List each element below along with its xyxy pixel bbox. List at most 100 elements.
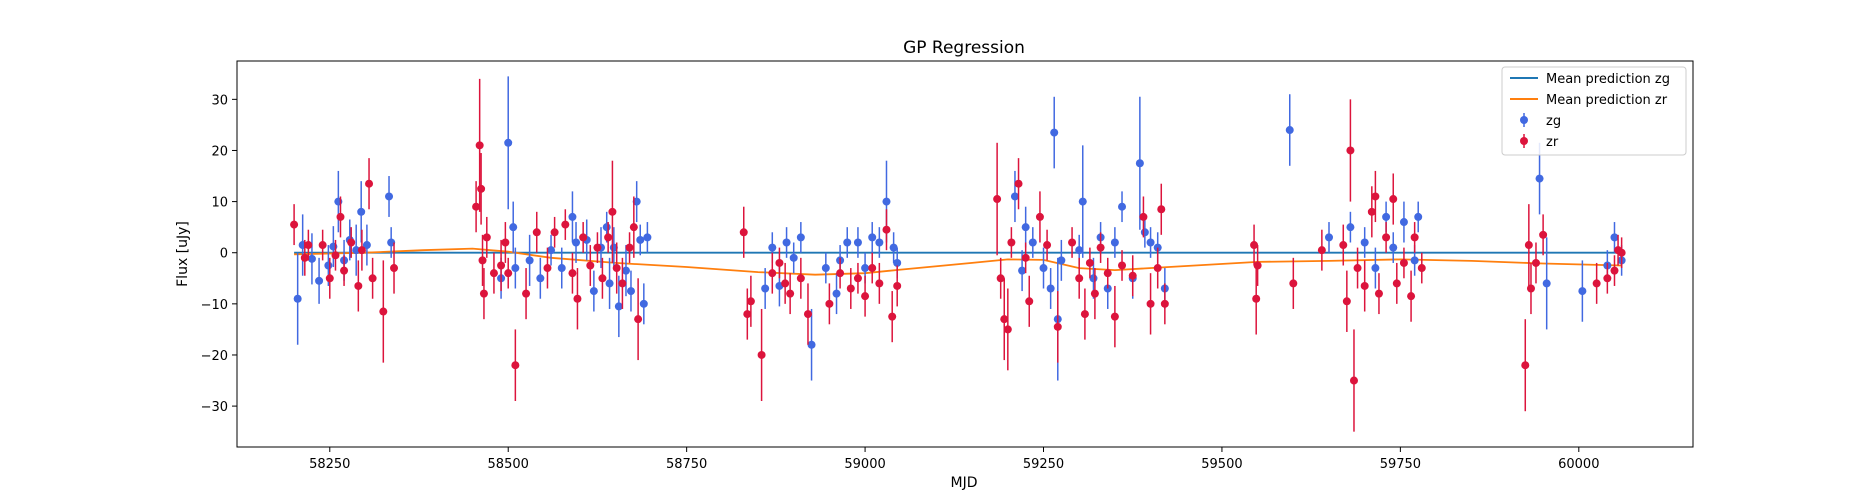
data-point-zg [1285,94,1294,166]
marker-zr [739,228,748,237]
marker-zg [782,238,791,247]
marker-zg [626,287,635,296]
data-point-zg [1028,227,1037,258]
data-point-zg [1360,227,1369,258]
marker-zr [598,274,607,283]
marker-zg [1610,233,1619,242]
marker-zg [1050,128,1059,137]
marker-zr [1617,248,1626,257]
data-point-zr [1289,257,1298,309]
marker-zg [1021,223,1030,232]
marker-zr [340,266,349,275]
x-tick-label: 58750 [666,457,707,472]
marker-zr [504,269,513,278]
data-point-zr [1043,229,1052,261]
marker-zr [543,264,552,273]
data-point-zr [1000,278,1009,361]
data-point-zr [550,216,559,248]
data-point-zr [1025,275,1034,327]
marker-zg [352,246,361,255]
data-point-zr [304,229,313,261]
data-point-zg [832,273,841,315]
marker-zr [1043,241,1052,250]
data-point-zr [497,239,506,292]
data-point-zg [1110,227,1119,258]
data-point-zr [893,265,902,307]
marker-zr [625,243,634,252]
marker-zr [1021,253,1030,262]
marker-zr [1253,261,1262,270]
data-point-zr [593,232,602,263]
marker-zr [290,220,299,229]
marker-zg [1535,174,1544,183]
y-tick-label: 10 [211,196,228,211]
marker-zr [300,253,309,262]
marker-zg [614,302,623,311]
data-point-zg [293,252,302,345]
marker-zr [1610,266,1619,275]
x-tick-label: 59750 [1380,457,1421,472]
marker-zg [1360,238,1369,247]
marker-zg [504,138,513,147]
data-point-zr [1146,273,1155,335]
data-point-zg [789,242,798,274]
data-point-zg [1078,145,1087,258]
data-point-zr [1252,262,1261,335]
data-point-zg [853,227,862,258]
marker-zr [511,361,520,370]
x-tick-label: 59500 [1201,457,1242,472]
marker-zg [1078,197,1087,206]
data-point-zg [568,191,577,243]
data-point-zr [561,209,570,240]
marker-zg [889,243,898,252]
y-axis-label: Flux [uJy] [175,221,191,287]
marker-zr [993,195,1002,204]
marker-zg [1325,233,1333,242]
data-point-zr [846,268,855,309]
marker-zg [853,238,862,247]
marker-zg [357,207,366,216]
marker-zr [1003,325,1012,334]
data-point-zr [861,275,870,317]
data-point-zr [1592,262,1601,304]
data-point-zr [825,283,834,325]
data-point-zr [1128,255,1137,297]
marker-zr [1407,292,1416,301]
legend-label-mean-zg: Mean prediction zg [1546,72,1670,87]
marker-zr [1085,258,1094,267]
marker-zg [511,264,520,273]
data-point-zg [889,232,898,263]
marker-zr [1592,279,1601,288]
marker-zr [893,281,902,290]
data-point-zg [1578,260,1587,322]
data-point-zr [1399,247,1408,279]
data-point-zr [1035,191,1044,243]
data-point-zr [1090,268,1099,320]
marker-zr [1349,376,1358,385]
data-point-zg [1118,191,1127,223]
marker-zg [605,279,614,288]
data-point-zr [472,181,481,233]
data-point-zr [1374,273,1383,315]
data-point-zg [547,234,556,266]
data-point-zr [1603,262,1612,294]
data-point-zr [482,216,491,258]
data-point-zr [354,260,363,312]
data-point-zr [888,291,897,343]
marker-zr [1103,269,1112,278]
data-point-zg [1610,222,1619,253]
chart-title: GP Regression [903,38,1025,58]
marker-zr [853,274,862,283]
data-point-zr [318,229,327,261]
marker-zg [1140,228,1149,237]
marker-zr [1521,361,1530,370]
data-point-zr [1075,257,1084,299]
data-point-zr [625,232,634,263]
marker-zr [768,269,777,278]
marker-zg [1046,284,1055,293]
data-point-zr [882,209,891,251]
x-tick-label: 58250 [309,457,350,472]
y-tick-label: −10 [201,298,228,313]
data-point-zr [1103,257,1112,289]
marker-zr [1392,279,1401,288]
